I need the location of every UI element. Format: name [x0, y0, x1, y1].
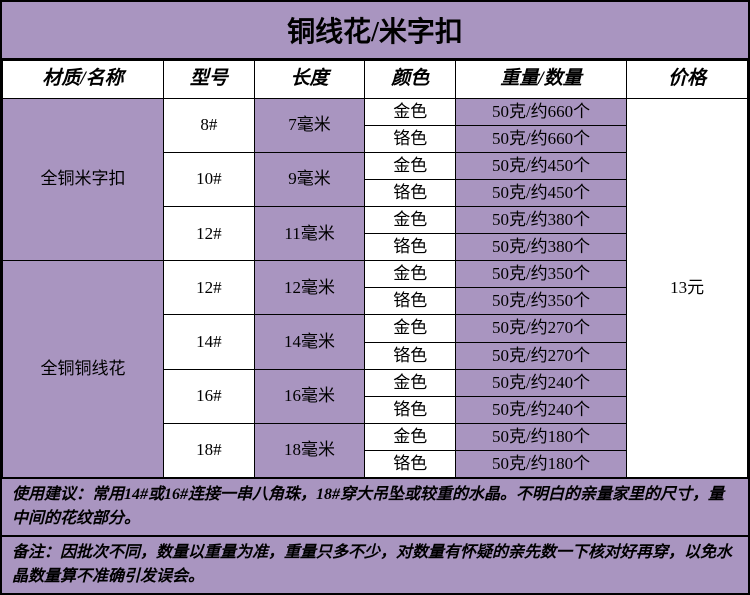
cell-weight: 50克/约350个 [456, 261, 627, 288]
cell-weight: 50克/约660个 [456, 125, 627, 152]
cell-model: 16# [164, 369, 255, 423]
table-title: 铜线花/米字扣 [2, 2, 748, 60]
table-row: 全铜米字扣8#7毫米金色50克/约660个13元 [3, 98, 748, 125]
remark-note: 备注：因批次不同，数量以重量为准，重量只多不少，对数量有怀疑的亲先数一下核对好再… [2, 535, 748, 593]
header-model: 型号 [164, 61, 255, 99]
product-table-container: 铜线花/米字扣 材质/名称 型号 长度 颜色 重量/数量 价格 全铜米字扣8#7… [0, 0, 750, 595]
header-weight: 重量/数量 [456, 61, 627, 99]
cell-material: 全铜铜线花 [3, 261, 164, 478]
cell-color: 铬色 [365, 342, 456, 369]
usage-note: 使用建议：常用14#或16#连接一串八角珠，18#穿大吊坠或较重的水晶。不明白的… [2, 478, 748, 535]
cell-model: 18# [164, 423, 255, 477]
cell-weight: 50克/约180个 [456, 423, 627, 450]
cell-weight: 50克/约270个 [456, 315, 627, 342]
cell-color: 铬色 [365, 234, 456, 261]
cell-color: 铬色 [365, 179, 456, 206]
cell-model: 8# [164, 98, 255, 152]
cell-length: 14毫米 [254, 315, 365, 369]
cell-weight: 50克/约660个 [456, 98, 627, 125]
cell-model: 14# [164, 315, 255, 369]
cell-weight: 50克/约380个 [456, 234, 627, 261]
cell-color: 金色 [365, 315, 456, 342]
cell-model: 12# [164, 261, 255, 315]
cell-color: 铬色 [365, 125, 456, 152]
cell-color: 金色 [365, 261, 456, 288]
cell-color: 铬色 [365, 288, 456, 315]
cell-price: 13元 [627, 98, 748, 477]
cell-weight: 50克/约450个 [456, 179, 627, 206]
cell-color: 金色 [365, 423, 456, 450]
cell-length: 12毫米 [254, 261, 365, 315]
product-table: 材质/名称 型号 长度 颜色 重量/数量 价格 全铜米字扣8#7毫米金色50克/… [2, 60, 748, 478]
header-color: 颜色 [365, 61, 456, 99]
cell-color: 金色 [365, 152, 456, 179]
cell-length: 11毫米 [254, 207, 365, 261]
cell-weight: 50克/约180个 [456, 450, 627, 477]
table-body: 全铜米字扣8#7毫米金色50克/约660个13元铬色50克/约660个10#9毫… [3, 98, 748, 477]
cell-color: 金色 [365, 207, 456, 234]
header-length: 长度 [254, 61, 365, 99]
cell-weight: 50克/约270个 [456, 342, 627, 369]
header-row: 材质/名称 型号 长度 颜色 重量/数量 价格 [3, 61, 748, 99]
cell-weight: 50克/约350个 [456, 288, 627, 315]
cell-weight: 50克/约240个 [456, 369, 627, 396]
cell-weight: 50克/约450个 [456, 152, 627, 179]
cell-model: 10# [164, 152, 255, 206]
cell-length: 9毫米 [254, 152, 365, 206]
cell-length: 16毫米 [254, 369, 365, 423]
cell-color: 铬色 [365, 396, 456, 423]
header-price: 价格 [627, 61, 748, 99]
cell-color: 金色 [365, 98, 456, 125]
cell-length: 18毫米 [254, 423, 365, 477]
cell-color: 铬色 [365, 450, 456, 477]
cell-color: 金色 [365, 369, 456, 396]
cell-weight: 50克/约240个 [456, 396, 627, 423]
cell-length: 7毫米 [254, 98, 365, 152]
header-material: 材质/名称 [3, 61, 164, 99]
cell-weight: 50克/约380个 [456, 207, 627, 234]
cell-material: 全铜米字扣 [3, 98, 164, 261]
cell-model: 12# [164, 207, 255, 261]
